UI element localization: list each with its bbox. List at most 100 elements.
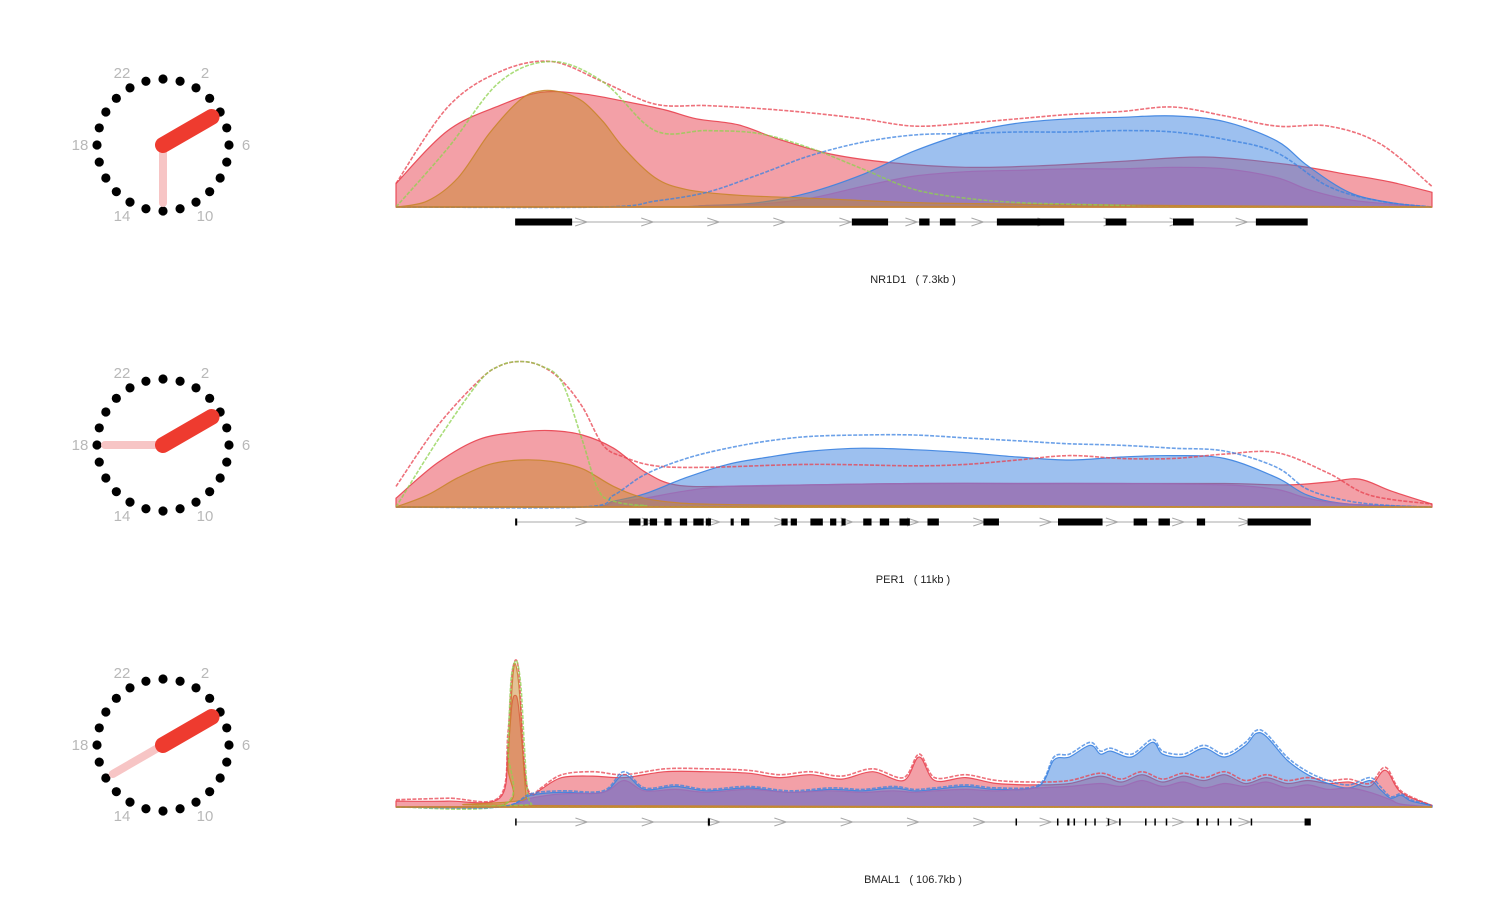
exon xyxy=(1217,818,1220,826)
clock-dot xyxy=(191,83,201,93)
exon xyxy=(983,518,999,526)
exon xyxy=(1015,818,1018,826)
hour-label-22: 22 xyxy=(114,65,131,82)
clock-dot xyxy=(101,407,111,417)
clock-dot xyxy=(175,376,185,386)
clock-dot xyxy=(222,423,232,433)
clock-dot xyxy=(224,740,234,750)
exon xyxy=(1173,218,1194,226)
series-blue-curve xyxy=(395,129,1433,209)
exon xyxy=(1196,518,1206,526)
strand-arrow xyxy=(774,817,788,827)
strand-arrow xyxy=(973,817,987,827)
clock-dot xyxy=(222,457,232,467)
clock-dot xyxy=(111,487,121,497)
clock-dot xyxy=(158,74,168,84)
clock-dot xyxy=(158,674,168,684)
strand-arrow xyxy=(707,517,722,527)
exon xyxy=(1056,818,1059,826)
exon xyxy=(996,218,1065,226)
exon xyxy=(705,518,711,526)
clock-dot xyxy=(125,797,135,807)
series-orange-fill xyxy=(395,89,1433,208)
clock-dots xyxy=(92,374,234,516)
clock-dot xyxy=(205,787,215,797)
series-purple-fill xyxy=(395,779,1433,809)
series-red-curve xyxy=(395,659,1433,807)
hour-label-6: 6 xyxy=(242,737,250,754)
gene-title: PER1 ( 11kb ) xyxy=(876,574,950,586)
clock-dot xyxy=(141,804,151,814)
clock-dot xyxy=(125,83,135,93)
clock-dot xyxy=(101,173,111,183)
exon xyxy=(1229,818,1232,826)
exon xyxy=(851,218,889,226)
clock-dot xyxy=(141,204,151,214)
exon xyxy=(1206,818,1208,826)
peak-phase-hand xyxy=(108,741,167,778)
exon xyxy=(919,218,930,226)
clock-dot xyxy=(92,440,102,450)
clock-dot xyxy=(111,787,121,797)
exon xyxy=(1105,218,1127,226)
exon xyxy=(1158,518,1170,526)
exon xyxy=(810,518,823,526)
panel-nr1d1: 22 2 18 6 14 10 NR1D1 ( 7.3kb ) xyxy=(72,60,1433,286)
strand-arrow xyxy=(707,817,722,827)
strand-arrow xyxy=(575,217,589,227)
clock-dots xyxy=(92,674,234,816)
exon xyxy=(927,518,939,526)
clock-dot xyxy=(205,487,215,497)
clock-dot xyxy=(158,806,168,816)
clock-dot xyxy=(94,123,104,133)
clock-dot xyxy=(215,173,225,183)
hour-hand xyxy=(155,709,220,753)
exon xyxy=(1133,518,1148,526)
clock-dot xyxy=(92,140,102,150)
clock-dot xyxy=(205,393,215,403)
clock-dot xyxy=(191,383,201,393)
coverage-track xyxy=(395,360,1433,509)
hour-label-18: 18 xyxy=(72,437,89,454)
exon xyxy=(1107,818,1110,826)
clock-dot xyxy=(222,757,232,767)
clock-dot xyxy=(94,157,104,167)
clock-dot xyxy=(101,707,111,717)
series-blue-curve xyxy=(395,728,1433,809)
exon xyxy=(863,518,872,526)
strand-arrow xyxy=(1105,517,1120,527)
exon xyxy=(515,518,518,526)
exon xyxy=(707,818,710,826)
exon xyxy=(790,518,797,526)
clock-dot xyxy=(158,374,168,384)
clock-dot xyxy=(94,723,104,733)
clock-dot xyxy=(111,393,121,403)
series-red-curve xyxy=(395,360,1433,505)
hour-hand xyxy=(155,409,220,453)
exon xyxy=(1250,818,1253,826)
exon xyxy=(879,518,890,526)
clock-dot xyxy=(158,506,168,516)
gene-title: NR1D1 ( 7.3kb ) xyxy=(870,274,956,286)
exon xyxy=(643,518,648,526)
gene-model xyxy=(515,517,1311,527)
clock-dot xyxy=(125,197,135,207)
strand-arrow xyxy=(839,217,853,227)
hour-label-14: 14 xyxy=(114,208,131,225)
hour-label-18: 18 xyxy=(72,737,89,754)
strand-arrow xyxy=(1238,817,1253,827)
exon xyxy=(1119,818,1121,826)
exon xyxy=(515,218,573,226)
strand-arrow xyxy=(1235,217,1250,227)
exon xyxy=(1094,818,1096,826)
exon xyxy=(679,518,688,526)
clock-dot xyxy=(101,107,111,117)
clock-dot xyxy=(125,383,135,393)
strand-arrow xyxy=(1105,817,1120,827)
gene-model xyxy=(515,817,1311,827)
exon xyxy=(939,218,956,226)
exon xyxy=(1067,818,1070,826)
clock-dot xyxy=(111,187,121,197)
exon xyxy=(1196,818,1199,826)
